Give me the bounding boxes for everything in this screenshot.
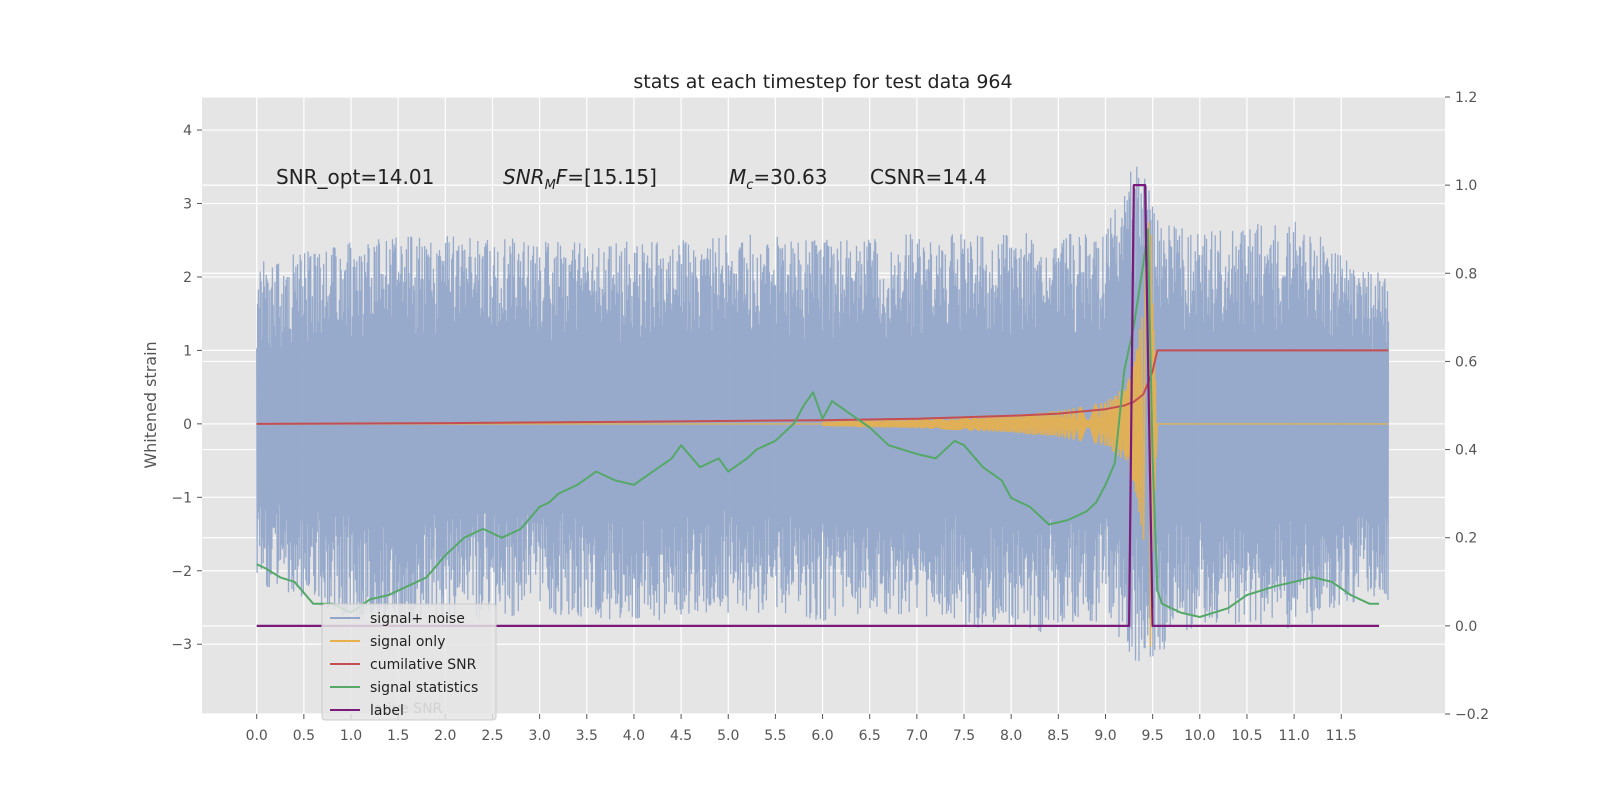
x-tick-label: 3.0 [528, 728, 550, 744]
x-tick-label: 4.0 [623, 728, 645, 744]
x-tick-label: 10.0 [1184, 728, 1215, 744]
y-tick-label: −1 [171, 490, 192, 506]
x-tick-label: 10.5 [1231, 728, 1262, 744]
legend-ghost-text: lative SNR [370, 701, 443, 717]
x-tick-label: 11.0 [1279, 728, 1310, 744]
legend-label: label [370, 703, 404, 719]
x-tick-label: 7.0 [906, 728, 928, 744]
x-tick-label: 3.5 [576, 728, 598, 744]
x-tick-label: 1.0 [340, 728, 362, 744]
x-tick-label: 0.0 [246, 728, 268, 744]
y2-tick-label: 1.0 [1455, 178, 1477, 194]
y-tick-label: −3 [171, 637, 192, 653]
y-tick-label: 1 [183, 343, 192, 359]
series-signal-only [256, 221, 1389, 647]
x-tick-label: 8.0 [1000, 728, 1022, 744]
annotations: SNR_opt=14.01 SNRMF=[15.15] Mc=30.63 CSN… [276, 165, 987, 193]
annotation-csnr: CSNR=14.4 [870, 165, 987, 189]
y-tick-label: 0 [183, 417, 192, 433]
series-signal-statistics [256, 228, 1379, 618]
y2-tick-label: 0.0 [1455, 619, 1477, 635]
x-tick-label: 2.5 [481, 728, 503, 744]
x-tick-label: 9.5 [1142, 728, 1164, 744]
x-tick-label: 5.0 [717, 728, 739, 744]
x-tick-label: 5.5 [764, 728, 786, 744]
series-layer [256, 166, 1390, 662]
annotation-snr-mf: SNRMF=[15.15] [503, 165, 657, 193]
y-tick-label: −2 [171, 564, 192, 580]
legend-label: signal statistics [370, 680, 478, 696]
x-tick-label: 2.0 [434, 728, 456, 744]
y2-tick-label: 1.2 [1455, 90, 1477, 106]
x-tick-label: 11.5 [1326, 728, 1357, 744]
y-tick-label: 3 [183, 197, 192, 213]
series-label [256, 184, 1379, 627]
y2-tick-label: −0.2 [1455, 707, 1489, 723]
legend-label: signal only [370, 634, 445, 650]
x-tick-label: 6.5 [859, 728, 881, 744]
y2-tick-label: 0.8 [1455, 266, 1477, 282]
legend-label: cumilative SNR [370, 657, 477, 673]
legend-box [321, 603, 497, 721]
y2-tick-label: 0.4 [1455, 443, 1477, 459]
x-tick-label: 9.0 [1094, 728, 1116, 744]
x-tick-label: 4.5 [670, 728, 692, 744]
x-tick-label: 6.0 [811, 728, 833, 744]
y-tick-label: 2 [183, 270, 192, 286]
legend-label: signal+ noise [370, 611, 465, 627]
annotation-snr-opt: SNR_opt=14.01 [276, 165, 434, 189]
x-tick-label: 7.5 [953, 728, 975, 744]
chart-title: stats at each timestep for test data 964 [633, 71, 1012, 93]
legend: lative SNR signal+ noise signal only cumila… [321, 603, 497, 721]
x-tick-label: 8.5 [1047, 728, 1069, 744]
x-tick-label: 1.5 [387, 728, 409, 744]
axes: 0.0 0.5 1.0 1.5 2.0 2.5 3.0 3.5 4.0 4.5 5.0 5.5 6.0 6… [171, 90, 1489, 744]
x-tick-label: 0.5 [293, 728, 315, 744]
annotation-mc: Mc=30.63 [729, 165, 827, 193]
y2-tick-label: 0.6 [1455, 354, 1477, 370]
y-axis-label: Whitened strain [141, 341, 160, 468]
y-tick-label: 4 [183, 123, 192, 139]
y2-tick-label: 0.2 [1455, 531, 1477, 547]
series-signal-noise [256, 166, 1390, 662]
